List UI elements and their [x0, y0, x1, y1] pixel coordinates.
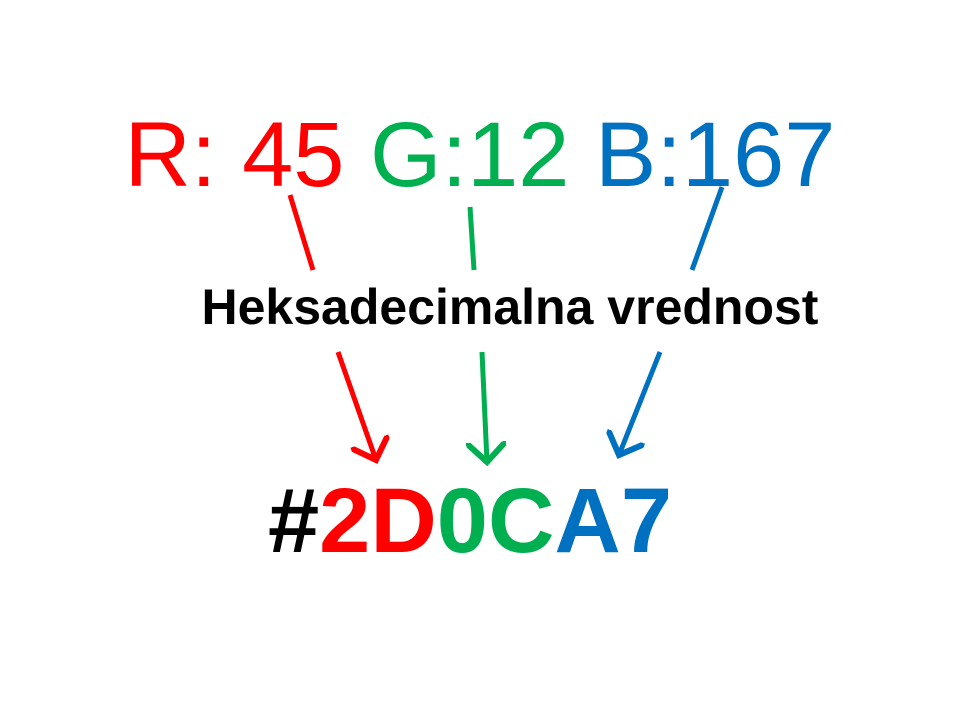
hex-red: 2D — [319, 470, 437, 572]
blue-arrow — [619, 351, 663, 455]
hex-green: 0C — [436, 470, 555, 572]
hex-blue: A7 — [554, 470, 672, 572]
red-connector-top — [287, 194, 316, 271]
green-connector-top — [467, 206, 477, 271]
blue-connector-top — [689, 186, 725, 271]
hex-hash: # — [268, 470, 320, 572]
red-value: R: 45 — [124, 104, 345, 206]
blue-value: B:167 — [595, 104, 836, 206]
rgb-values: R: 45 G:12 B:167 — [0, 100, 960, 210]
green-value: G:12 — [370, 104, 570, 206]
hex-label: Heksadecimalna vrednost — [201, 279, 819, 335]
green-arrow — [482, 351, 487, 462]
red-arrow — [335, 351, 376, 460]
hex-code: #2D0CA7 — [268, 466, 672, 576]
